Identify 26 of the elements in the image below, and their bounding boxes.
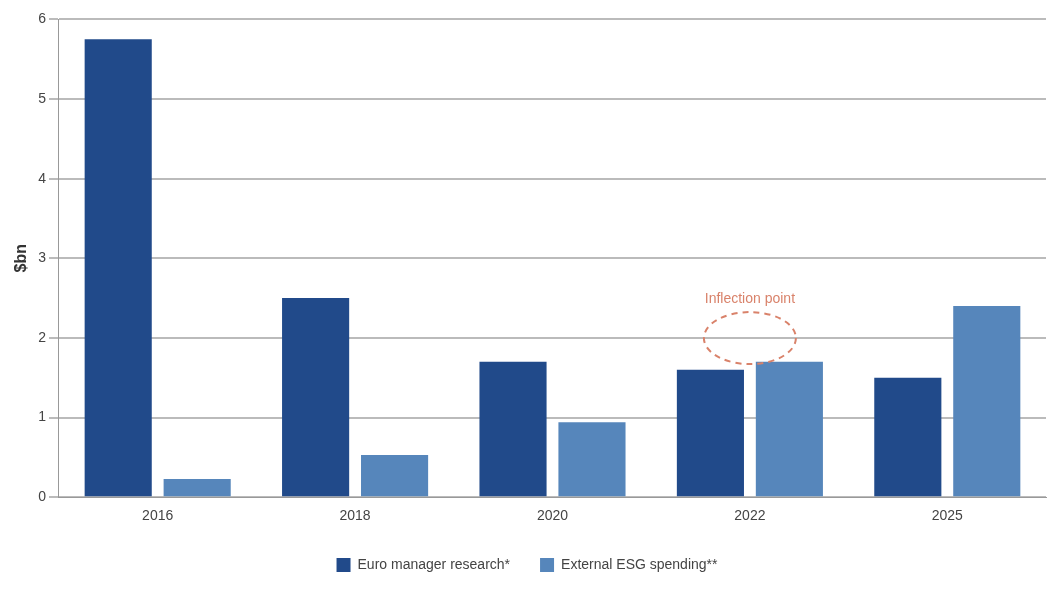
y-tick-label: 3	[38, 249, 47, 266]
bar	[755, 361, 823, 497]
y-tick-label: 4	[38, 169, 47, 186]
bar	[558, 422, 626, 497]
x-tick-label: 2020	[536, 507, 569, 524]
bar	[163, 478, 231, 497]
x-tick-label: 2016	[142, 507, 174, 524]
y-tick-label: 6	[38, 10, 47, 27]
y-tick-label: 5	[38, 89, 47, 106]
bar	[282, 298, 350, 497]
y-tick-label: 1	[38, 408, 47, 425]
bar	[361, 454, 429, 497]
bar	[84, 39, 152, 497]
y-tick-label: 0	[38, 488, 47, 505]
x-tick-label: 2025	[931, 507, 964, 524]
legend-label: External ESG spending**	[561, 555, 719, 572]
x-tick-label: 2018	[339, 507, 371, 524]
bar	[874, 377, 942, 497]
bar	[676, 369, 744, 497]
y-axis-title: $bn	[12, 244, 30, 273]
y-tick-label: 2	[38, 328, 47, 345]
legend-label: Euro manager research*	[357, 555, 511, 572]
bar	[953, 306, 1021, 497]
bar	[479, 361, 547, 497]
annotation: Inflection point	[704, 289, 796, 306]
x-tick-label: 2022	[734, 507, 766, 524]
